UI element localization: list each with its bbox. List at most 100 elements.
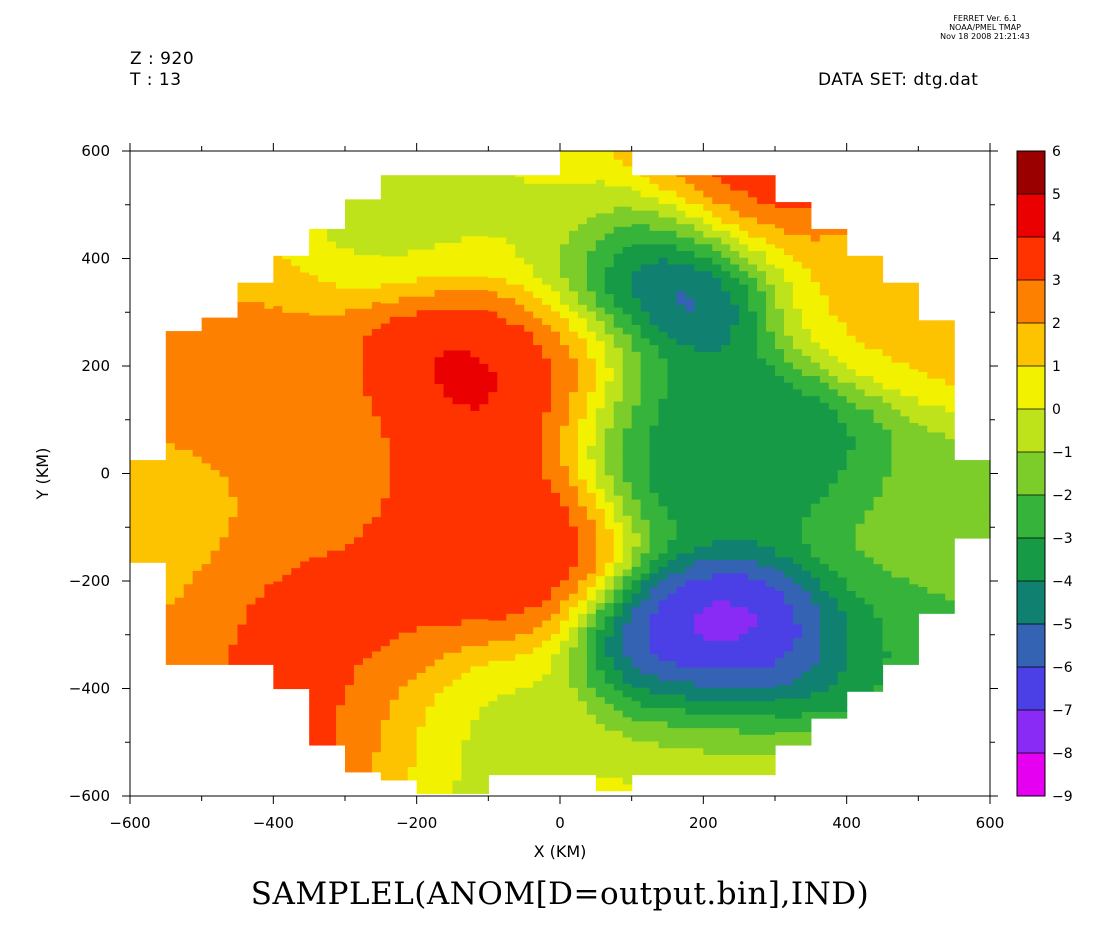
contour-cell: [667, 720, 678, 729]
contour-cell: [389, 591, 400, 600]
contour-cell: [353, 288, 364, 296]
contour-cell: [542, 734, 552, 742]
contour-cell: [676, 512, 687, 520]
contour-cell: [568, 552, 579, 561]
contour-cell: [685, 438, 695, 446]
contour-cell: [210, 469, 221, 477]
contour-cell: [380, 349, 391, 358]
contour-cell: [353, 556, 364, 565]
contour-cell: [165, 402, 176, 410]
contour-cell: [210, 449, 221, 457]
contour-cell: [389, 632, 400, 640]
contour-cell: [371, 267, 382, 276]
contour-cell: [577, 499, 588, 507]
contour-cell: [264, 429, 274, 437]
contour-cell: [640, 619, 651, 628]
contour-cell: [568, 196, 579, 205]
contour-cell: [291, 654, 301, 663]
contour-cell: [461, 363, 472, 371]
contour-cell: [604, 622, 615, 630]
contour-cell: [640, 284, 651, 292]
contour-cell: [425, 779, 436, 788]
contour-cell: [443, 255, 454, 264]
contour-cell: [488, 331, 498, 339]
contour-cell: [488, 317, 498, 325]
contour-cell: [542, 364, 552, 372]
contour-cell: [309, 630, 319, 639]
contour-cell: [685, 378, 695, 386]
contour-cell: [371, 415, 382, 424]
contour-cell: [524, 243, 534, 252]
contour-cell: [658, 351, 669, 359]
contour-cell: [497, 324, 507, 332]
contour-cell: [694, 364, 704, 372]
contour-cell: [551, 176, 561, 184]
contour-cell: [201, 435, 212, 444]
contour-cell: [201, 328, 212, 336]
contour-cell: [371, 207, 382, 215]
contour-cell: [407, 692, 418, 700]
contour-cell: [353, 496, 364, 504]
contour-cell: [685, 613, 695, 621]
contour-cell: [515, 512, 525, 520]
contour-cell: [327, 563, 337, 571]
contour-cell: [631, 445, 642, 453]
contour-cell: [273, 594, 283, 602]
contour-cell: [371, 724, 382, 733]
contour-cell: [434, 363, 445, 371]
contour-cell: [416, 403, 427, 411]
contour-cell: [613, 763, 624, 772]
contour-cell: [416, 329, 427, 338]
contour-cell: [560, 310, 570, 319]
contour-cell: [416, 605, 427, 613]
contour-cell: [237, 637, 248, 645]
contour-cell: [488, 572, 498, 581]
contour-cell: [228, 570, 239, 578]
contour-cell: [416, 430, 427, 438]
contour-cell: [560, 599, 570, 608]
contour-cell: [389, 403, 400, 411]
contour-cell: [577, 687, 588, 695]
contour-cell: [515, 431, 525, 440]
contour-cell: [380, 766, 391, 774]
contour-cell: [551, 579, 561, 587]
contour-cell: [389, 605, 400, 613]
contour-cell: [703, 324, 713, 332]
contour-cell: [165, 617, 176, 625]
contour-cell: [362, 388, 373, 397]
contour-cell: [470, 370, 480, 378]
contour-cell: [434, 249, 445, 257]
contour-cell: [560, 680, 570, 688]
contour-cell: [667, 646, 678, 655]
contour-cell: [533, 512, 543, 520]
contour-cell: [694, 566, 704, 574]
contour-cell: [407, 759, 418, 768]
contour-cell: [246, 328, 257, 336]
contour-cell: [640, 277, 651, 285]
contour-cell: [640, 465, 651, 473]
contour-cell: [586, 331, 597, 339]
contour-cell: [577, 599, 588, 608]
contour-cell: [676, 404, 687, 413]
contour-cell: [416, 477, 427, 485]
contour-cell: [461, 490, 472, 499]
contour-cell: [515, 485, 525, 493]
contour-cell: [398, 222, 409, 230]
contour-cell: [640, 740, 651, 749]
contour-cell: [434, 437, 445, 445]
contour-cell: [479, 329, 489, 338]
contour-cell: [506, 230, 516, 238]
contour-cell: [327, 335, 337, 343]
contour-cell: [407, 410, 418, 418]
contour-cell: [264, 341, 274, 350]
contour-cell: [533, 599, 543, 608]
contour-cell: [138, 488, 149, 496]
contour-cell: [300, 527, 310, 535]
contour-cell: [336, 644, 346, 652]
contour-cell: [551, 331, 561, 339]
contour-cell: [425, 511, 436, 519]
contour-cell: [416, 551, 427, 559]
contour-cell: [273, 372, 283, 381]
contour-cell: [479, 517, 489, 526]
contour-cell: [479, 222, 489, 230]
